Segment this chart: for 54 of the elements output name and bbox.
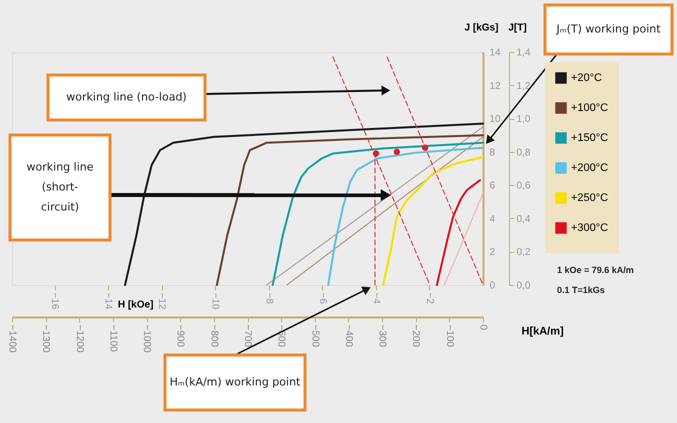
y-tick-label: 8	[490, 147, 496, 158]
y-tick-label: 4	[490, 214, 496, 225]
x-tick-label: −100	[444, 324, 455, 348]
x-tick-label: −1000	[141, 324, 152, 354]
x2-tick-label: −8	[263, 292, 274, 304]
x-tick-label: −800	[208, 324, 220, 348]
x2-tick-label: −14	[102, 292, 114, 310]
x2-axis-title: H [kOe]	[118, 300, 154, 310]
y-tick-label: 2	[490, 247, 496, 258]
x2-tick-label: −2	[424, 292, 435, 304]
y-tick-label: 10	[490, 114, 502, 126]
x-tick-label: −500	[309, 324, 320, 348]
y2-tick-label: 1,2	[516, 80, 531, 92]
x2-tick-label: −6	[316, 292, 328, 304]
y2-tick-label: 0,4	[516, 214, 531, 225]
text: Jₘ(T) working point	[555, 22, 662, 36]
y-tick-label: 14	[490, 48, 502, 58]
x-tick-label: −200	[410, 324, 422, 348]
y2-tick-label: 1,4	[516, 48, 531, 58]
y2-tick-label: 0,8	[516, 147, 531, 158]
x2-tick-label: −10	[210, 292, 221, 310]
y2-axis-title: J[T]	[508, 22, 527, 34]
y-tick-label: 6	[490, 180, 496, 192]
annotation: working line (short- circuit)	[26, 160, 94, 214]
y-tick-label: 12	[490, 80, 502, 92]
text: Hₘ(kA/m) working point	[170, 376, 302, 388]
text: 1 kOe = 79.6 kA/m	[557, 265, 634, 275]
x-tick-label: −1100	[107, 324, 118, 352]
x-tick-label: −1200	[74, 324, 85, 354]
x2-tick-label: −4	[370, 292, 382, 304]
legend-label: +250°C	[571, 192, 608, 204]
x-tick-label: −900	[174, 324, 186, 348]
x-tick-label: −1300	[40, 324, 52, 354]
x-tick-label: 0	[478, 324, 488, 330]
legend-label: +150°C	[571, 132, 608, 144]
y-axis-title: J [kGs]	[464, 22, 498, 34]
x-axis-title: H[kA/m]	[522, 326, 564, 338]
legend-label: +100°C	[571, 102, 608, 114]
annotation: working line (no-load)	[66, 90, 187, 104]
legend-label: +200°C	[571, 162, 608, 174]
x-tick-label: −400	[342, 324, 354, 348]
x-tick-label: −700	[242, 324, 253, 348]
legend-label: +20°C	[571, 72, 602, 84]
legend-label: +300°C	[571, 222, 608, 234]
text: 0.1 T=1kGs	[557, 285, 605, 295]
x2-tick-label: −16	[49, 292, 60, 310]
x2-tick-label: −12	[156, 292, 168, 310]
y2-tick-label: 0,0	[516, 280, 531, 292]
y2-tick-label: 0,6	[516, 180, 531, 192]
x-tick-label: −300	[376, 324, 388, 348]
y2-tick-label: 1,0	[516, 114, 531, 126]
x-tick-label: −1400	[6, 324, 18, 354]
y2-tick-label: 0,2	[516, 247, 531, 258]
y-tick-label: 0	[490, 280, 496, 292]
